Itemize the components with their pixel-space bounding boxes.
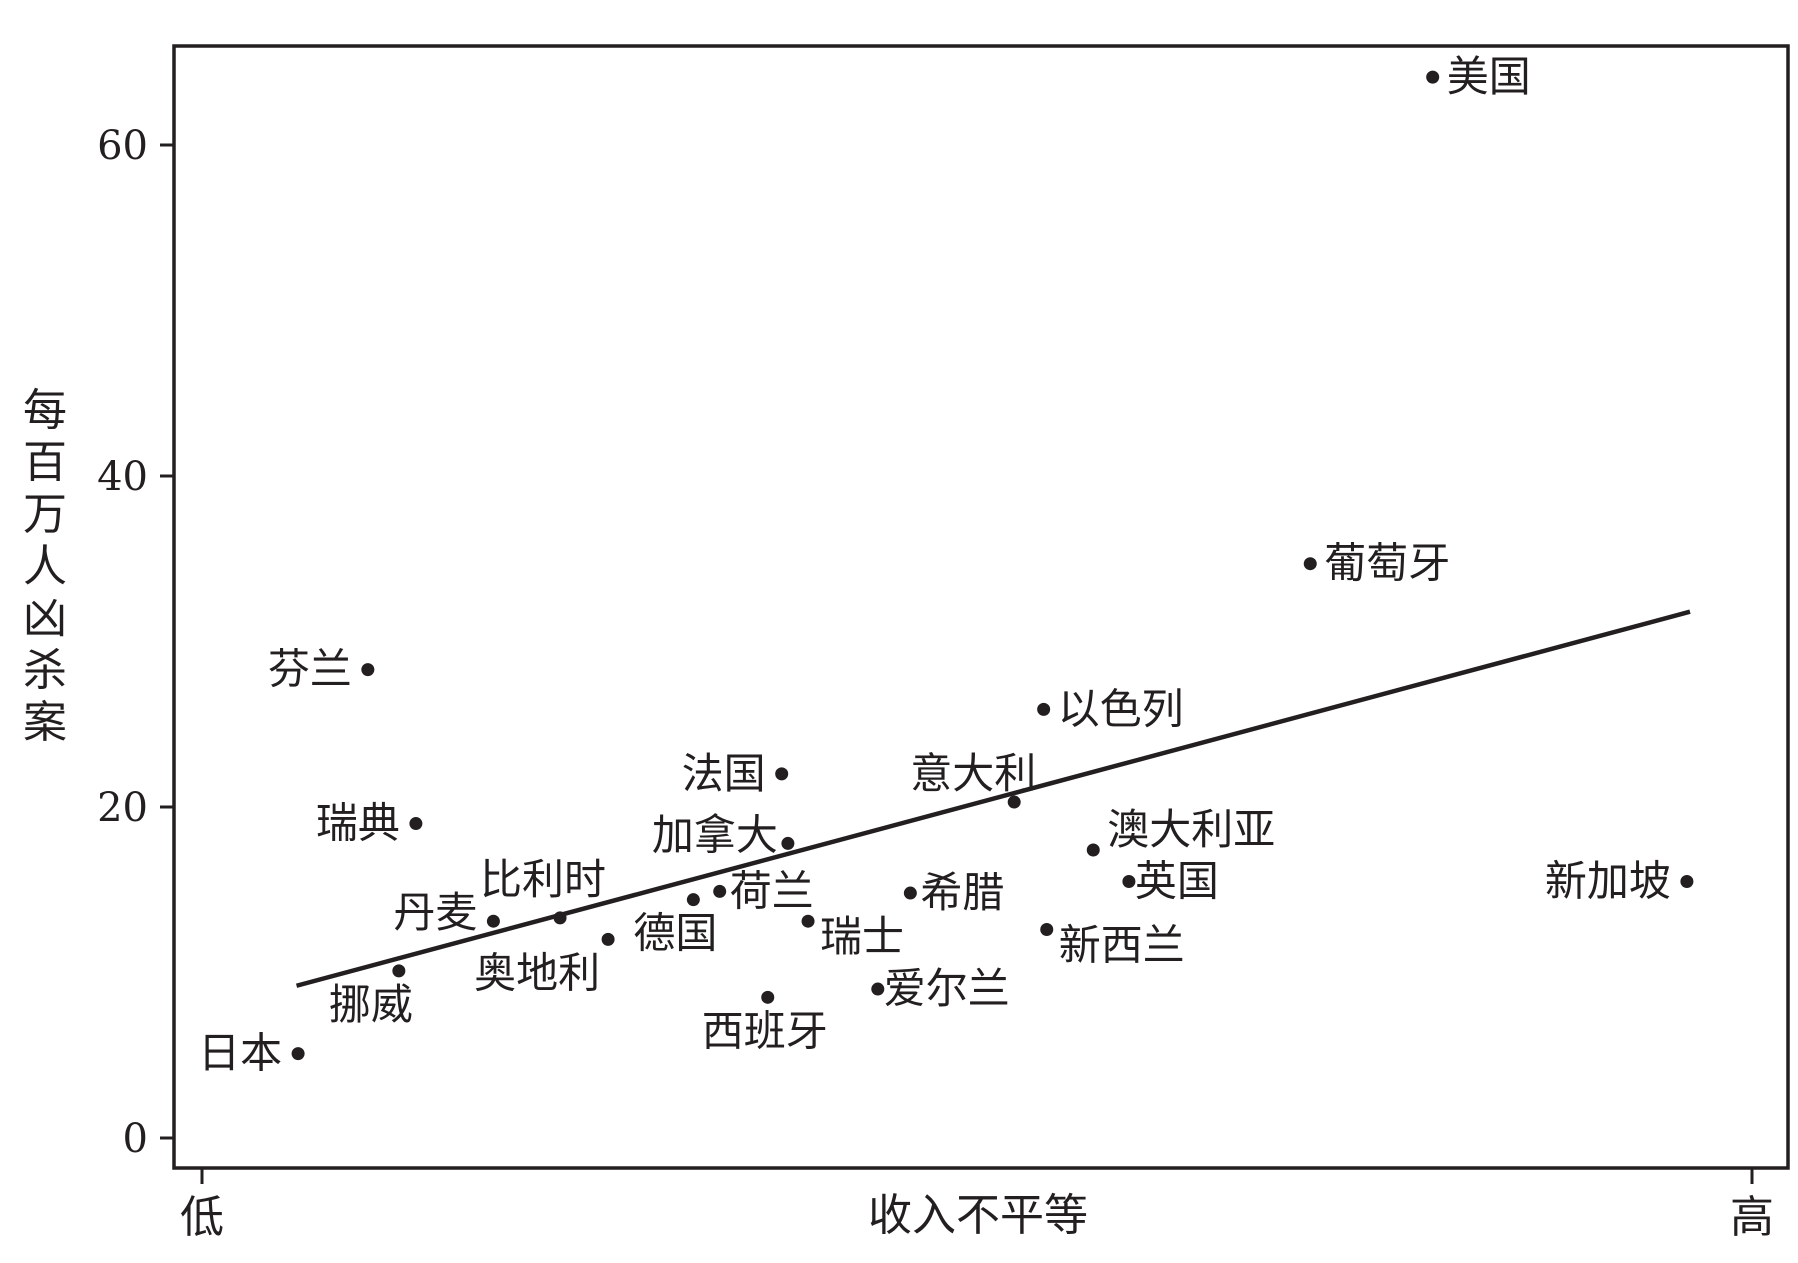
- point-label: 瑞士: [820, 912, 904, 961]
- point-label: 葡萄牙: [1324, 539, 1450, 588]
- data-point: [686, 893, 700, 907]
- data-point: [1680, 874, 1694, 888]
- data-point: [486, 914, 500, 928]
- data-point: [1426, 70, 1440, 84]
- data-point: [871, 982, 885, 996]
- point-label: 奥地利: [474, 948, 600, 997]
- trend-line: [295, 609, 1691, 988]
- point-label: 西班牙: [702, 1006, 828, 1055]
- data-point: [713, 884, 727, 898]
- point-label: 意大利: [910, 749, 1036, 798]
- data-point: [601, 932, 615, 946]
- point-label: 新加坡: [1545, 856, 1671, 905]
- data-point: [1037, 702, 1051, 716]
- data-point: [553, 911, 567, 925]
- point-label: 以色列: [1058, 684, 1184, 733]
- point-label: 加拿大: [652, 810, 778, 859]
- y-axis: 0 20 40 60: [97, 123, 174, 1162]
- data-point: [801, 914, 815, 928]
- point-label: 芬兰: [268, 645, 352, 694]
- data-point: [775, 767, 789, 781]
- data-point: [291, 1047, 305, 1061]
- y-tick-label: 20: [97, 785, 148, 831]
- point-label: 丹麦: [393, 888, 477, 937]
- x-tick-label-high: 高: [1730, 1192, 1774, 1243]
- point-label: 荷兰: [730, 866, 814, 915]
- point-label: 瑞典: [316, 799, 400, 848]
- point-label: 法国: [682, 749, 766, 798]
- data-point: [409, 817, 423, 831]
- point-label: 英国: [1135, 856, 1219, 905]
- y-axis-title: 每百万人凶杀案: [23, 385, 67, 748]
- point-label: 新西兰: [1059, 920, 1185, 969]
- y-tick-label: 0: [123, 1116, 148, 1162]
- point-label: 澳大利亚: [1107, 805, 1275, 854]
- data-point: [1086, 843, 1100, 857]
- point-label: 德国: [633, 909, 717, 958]
- y-tick-label: 40: [97, 454, 148, 500]
- plot-frame: [172, 44, 1790, 1170]
- x-axis-title: 收入不平等: [868, 1190, 1088, 1241]
- data-point: [1040, 922, 1054, 936]
- data-point: [1007, 795, 1021, 809]
- data-point: [903, 886, 917, 900]
- data-point: [781, 836, 795, 850]
- point-label: 日本: [198, 1029, 282, 1078]
- point-label: 比利时: [480, 855, 606, 904]
- x-tick-label-low: 低: [180, 1192, 224, 1243]
- data-point: [1303, 557, 1317, 571]
- y-tick-label: 60: [97, 123, 148, 169]
- x-axis: 低高: [180, 1168, 1774, 1243]
- data-point: [1122, 874, 1136, 888]
- point-label: 爱尔兰: [884, 964, 1010, 1013]
- data-point: [392, 964, 406, 978]
- data-point: [761, 990, 775, 1004]
- point-label: 希腊: [920, 868, 1004, 917]
- point-label: 挪威: [329, 980, 413, 1029]
- data-point: [361, 663, 375, 677]
- point-label: 美国: [1447, 52, 1531, 101]
